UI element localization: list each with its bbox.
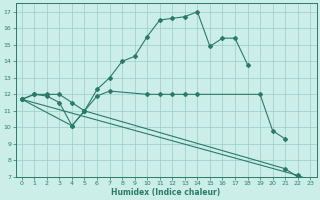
X-axis label: Humidex (Indice chaleur): Humidex (Indice chaleur) xyxy=(111,188,221,197)
